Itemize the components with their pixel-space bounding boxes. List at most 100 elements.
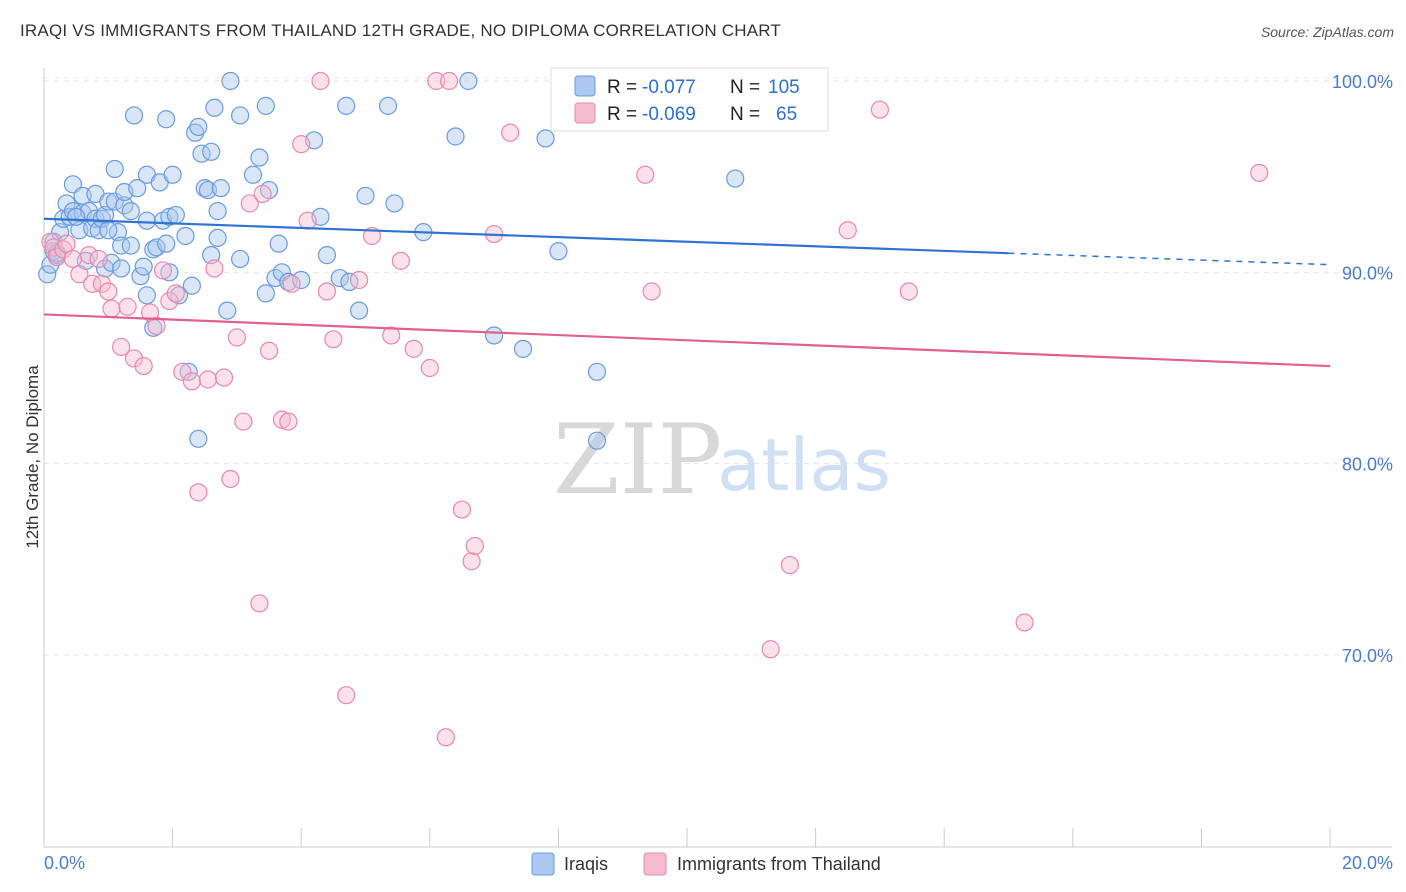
thailand-point	[112, 337, 131, 357]
watermark: ZIP atlas	[553, 404, 891, 516]
thailand-point	[54, 240, 73, 259]
thailand-point	[147, 316, 166, 336]
iraqis-point	[256, 96, 275, 115]
thailand-point	[420, 358, 439, 378]
iraqis-point	[157, 110, 176, 129]
y-tick-label: 90.0%	[1342, 263, 1393, 283]
thailand-point	[311, 71, 330, 91]
iraqis-point	[243, 165, 263, 184]
iraqis-point	[134, 257, 153, 276]
iraqis-point	[292, 270, 311, 290]
legend-swatch-iraqis	[574, 75, 596, 97]
iraqis-point	[50, 223, 70, 242]
thailand-point	[173, 362, 192, 381]
thailand-point	[404, 339, 423, 358]
iraqis-point	[186, 123, 205, 142]
thailand-point	[439, 71, 459, 91]
iraqis-point	[95, 205, 115, 225]
thailand-point	[427, 71, 446, 91]
thailand-point	[391, 251, 410, 270]
thailand-point	[382, 326, 401, 345]
thailand-point	[205, 259, 224, 278]
iraqis-point	[208, 202, 227, 221]
iraqis-point	[378, 96, 398, 115]
legend-n-label-2: N =	[730, 104, 760, 125]
y-tick-label: 80.0%	[1342, 455, 1393, 475]
thailand-point	[436, 728, 455, 747]
thailand-point	[102, 299, 121, 318]
watermark-atlas: atlas	[717, 423, 891, 507]
iraqis-point	[157, 234, 176, 253]
thailand-point	[198, 370, 218, 389]
thailand-point	[79, 246, 99, 265]
iraqis-points	[38, 71, 745, 450]
y-tick-label: 70.0%	[1342, 646, 1393, 666]
thailand-point	[234, 412, 253, 431]
iraqis-point	[536, 129, 555, 148]
legend-r-value-2: -0.069	[642, 104, 696, 125]
thailand-point	[1015, 613, 1034, 632]
iraqis-point	[176, 226, 195, 246]
thailand-point	[57, 234, 76, 253]
thailand-point	[324, 330, 343, 349]
iraqis-point	[446, 127, 465, 146]
thailand-point	[462, 552, 481, 571]
thailand-point	[70, 265, 89, 284]
iraqis-point	[385, 194, 404, 213]
iraqis-point	[147, 238, 166, 257]
thailand-point	[870, 100, 890, 119]
iraqis-point	[105, 192, 124, 211]
iraqis-point	[128, 179, 147, 198]
iraqis-point	[231, 106, 250, 125]
x-tick-label: 0.0%	[44, 853, 85, 873]
bottom-swatch-thailand	[643, 852, 667, 876]
series-legend: Iraqis Immigrants from Thailand	[531, 852, 881, 876]
x-tick-label: 20.0%	[1342, 853, 1393, 873]
thailand-point	[1250, 163, 1269, 182]
thailand-point	[83, 274, 102, 293]
iraqis-point	[112, 236, 131, 255]
legend-r-label-2: R =	[607, 104, 637, 125]
iraqis-point	[221, 71, 240, 91]
iraqis-point	[67, 207, 86, 226]
thailand-point	[899, 282, 918, 301]
axes	[43, 68, 1392, 848]
iraqis-point	[195, 179, 214, 198]
iraqis-point	[124, 106, 144, 125]
iraqis-point	[169, 286, 189, 305]
iraqis-point	[269, 234, 288, 253]
iraqis-point	[337, 96, 356, 115]
thailand-point	[221, 469, 240, 489]
iraqis-point	[349, 301, 369, 320]
legend-swatch-thailand	[574, 102, 596, 124]
thailand-point	[253, 184, 272, 203]
iraqis-point	[202, 142, 221, 161]
iraqis-trend-line	[43, 217, 1009, 255]
thailand-point	[337, 686, 356, 705]
y-tick-label: 100.0%	[1332, 72, 1393, 92]
legend-r-value-1: -0.077	[642, 77, 696, 98]
thailand-point	[153, 261, 173, 280]
thailand-point	[227, 328, 246, 347]
thailand-point	[761, 640, 780, 659]
iraqis-point	[485, 326, 504, 345]
iraqis-point	[205, 98, 224, 117]
thailand-trend-line	[43, 313, 1331, 368]
iraqis-point	[179, 362, 198, 381]
thailand-point	[317, 282, 337, 301]
thailand-point	[134, 356, 153, 376]
iraqis-point	[256, 284, 275, 303]
iraqis-point	[182, 276, 201, 295]
thailand-point	[292, 135, 311, 154]
thailand-point	[99, 282, 118, 301]
thailand-point	[362, 226, 382, 246]
thailand-point	[272, 410, 292, 429]
thailand-point	[465, 536, 484, 556]
iraqis-point	[189, 429, 208, 448]
iraqis-point	[587, 362, 607, 381]
iraqis-point	[163, 165, 182, 184]
iraqis-point	[211, 179, 230, 198]
iraqis-trend-extension	[1008, 252, 1331, 266]
iraqis-point	[121, 236, 140, 255]
grid-lines	[44, 77, 1392, 656]
